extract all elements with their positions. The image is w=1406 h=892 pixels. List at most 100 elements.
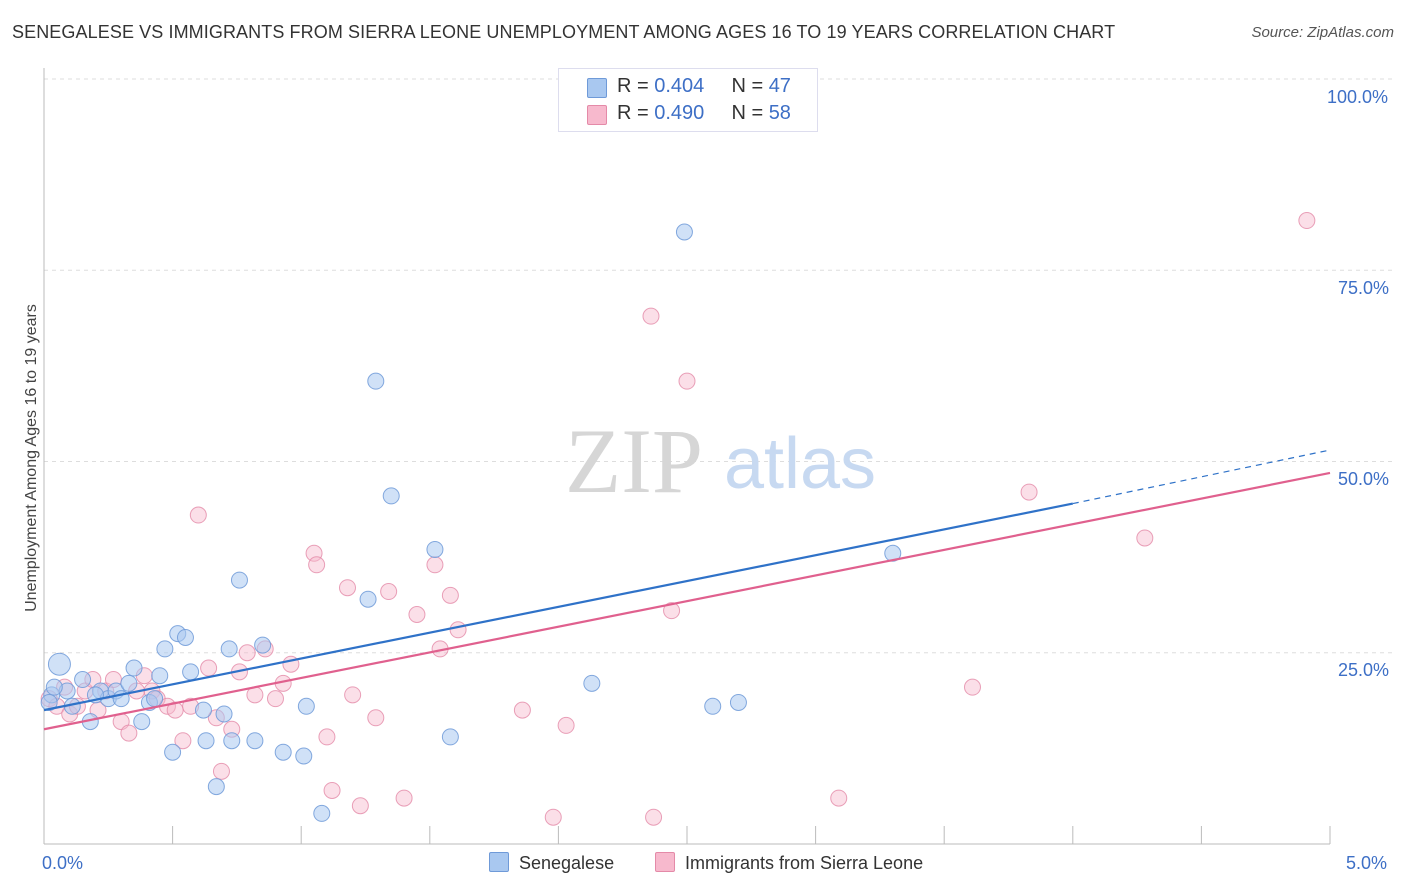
senegalese-point-35	[426, 540, 444, 558]
senegalese-point-28	[274, 743, 292, 761]
senegalese-point-38	[675, 223, 693, 241]
senegalese-trend-extension	[1072, 449, 1331, 505]
bottom-sierra-leone-label: Immigrants from Sierra Leone	[685, 853, 924, 873]
bottom-legend-senegalese: Senegalese	[489, 852, 614, 874]
senegalese-point-26	[246, 732, 264, 750]
senegalese-point-32	[359, 590, 377, 608]
sierra-leone-point-49	[557, 716, 575, 734]
senegalese-point-36	[441, 728, 459, 746]
legend-r-label-1: R =	[617, 75, 655, 97]
senegalese-point-4	[74, 671, 92, 689]
senegalese-point-29	[295, 747, 313, 765]
y-tick-label-75: 75.0%	[1338, 278, 1390, 298]
sierra-leone-point-47	[513, 701, 531, 719]
senegalese-point-13	[151, 667, 169, 685]
sierra-leone-point-54	[830, 789, 848, 807]
senegalese-point-17	[176, 628, 194, 646]
senegalese-point-20	[197, 732, 215, 750]
sierra-leone-point-37	[344, 686, 362, 704]
senegalese-point-22	[215, 705, 233, 723]
senegalese-point-25	[230, 571, 248, 589]
sierra-leone-point-11	[120, 724, 138, 742]
sierra-leone-point-20	[189, 506, 207, 524]
senegalese-trend-line	[43, 502, 1074, 712]
senegalese-points	[40, 223, 902, 822]
senegalese-point-42	[40, 693, 58, 711]
bottom-sierra-leone-swatch	[655, 852, 675, 872]
senegalese-point-24	[223, 732, 241, 750]
bottom-senegalese-swatch	[489, 852, 509, 872]
chart-title: SENEGALESE VS IMMIGRANTS FROM SIERRA LEO…	[12, 22, 1116, 42]
sierra-leone-point-34	[318, 728, 336, 746]
sierra-leone-point-45	[441, 586, 459, 604]
senegalese-swatch	[587, 78, 607, 98]
y-axis-label: Unemployment Among Ages 16 to 19 years	[23, 304, 40, 612]
senegalese-point-37	[583, 674, 601, 692]
senegalese-point-11	[133, 713, 151, 731]
legend-n-label-2: N =	[731, 102, 769, 124]
sierra-leone-point-43	[426, 556, 444, 574]
legend-n-value-1: 47	[768, 75, 791, 97]
sierra-leone-point-39	[367, 709, 385, 727]
x-tick-label-0: 0.0%	[42, 853, 84, 873]
sierra-leone-point-38	[351, 797, 369, 815]
senegalese-point-10	[125, 659, 143, 677]
senegalese-point-34	[382, 487, 400, 505]
sierra-leone-trend-line	[43, 471, 1331, 731]
legend-r-value-2: 0.490	[654, 102, 705, 124]
sierra-leone-point-42	[408, 606, 426, 623]
sierra-leone-point-50	[642, 307, 660, 325]
bottom-senegalese-label: Senegalese	[519, 853, 615, 873]
sierra-leone-point-40	[380, 583, 398, 601]
sierra-leone-point-53	[678, 372, 696, 390]
bottom-legend-sierra-leone: Immigrants from Sierra Leone	[655, 852, 923, 874]
sierra-leone-point-36	[338, 579, 356, 597]
trend-lines	[43, 449, 1331, 731]
senegalese-point-39	[704, 697, 722, 715]
sierra-leone-point-23	[212, 762, 230, 780]
sierra-leone-point-21	[200, 659, 218, 677]
source-credit: Source: ZipAtlas.com	[1251, 24, 1394, 41]
grid-lines	[44, 78, 1392, 654]
senegalese-point-15	[164, 743, 182, 761]
senegalese-point-21	[207, 778, 225, 796]
axes	[43, 68, 1331, 845]
sierra-leone-point-57	[1136, 529, 1154, 547]
sierra-leone-point-18	[174, 732, 192, 750]
correlation-legend: R = 0.404 N = 47 R = 0.490 N = 58	[558, 68, 818, 132]
sierra-leone-point-56	[1020, 483, 1038, 501]
senegalese-point-27	[254, 636, 272, 654]
senegalese-point-30	[297, 697, 315, 715]
senegalese-point-41	[884, 544, 902, 562]
senegalese-point-19	[194, 701, 212, 719]
sierra-leone-point-35	[323, 781, 341, 799]
sierra-leone-swatch	[587, 105, 607, 125]
legend-n-label-1: N =	[731, 75, 769, 97]
x-tick-label-1: 5.0%	[1346, 853, 1388, 873]
legend-n-value-2: 58	[768, 102, 791, 124]
senegalese-point-33	[367, 372, 385, 390]
watermark-zip: ZIP	[565, 410, 703, 512]
y-tick-label-50: 50.0%	[1338, 469, 1390, 489]
sierra-leone-point-41	[395, 789, 413, 807]
senegalese-point-23	[220, 640, 238, 658]
senegalese-point-40	[729, 693, 747, 711]
sierra-leone-point-52	[663, 602, 681, 620]
sierra-leone-point-51	[645, 808, 663, 826]
legend-r-value-1: 0.404	[654, 75, 705, 97]
senegalese-point-14	[156, 640, 174, 658]
sierra-leone-point-46	[449, 621, 467, 639]
senegalese-point-31	[313, 804, 331, 822]
senegalese-point-1	[47, 652, 71, 676]
sierra-leone-point-48	[544, 808, 562, 826]
senegalese-point-18	[182, 663, 200, 681]
watermark-atlas: atlas	[724, 424, 876, 504]
y-tick-label-100: 100.0%	[1327, 87, 1389, 107]
sierra-leone-point-55	[963, 678, 981, 696]
senegalese-point-46	[146, 690, 164, 708]
sierra-leone-point-26	[238, 644, 256, 662]
sierra-leone-point-29	[266, 690, 284, 708]
sierra-leone-point-33	[308, 556, 326, 574]
y-tick-label-25: 25.0%	[1338, 660, 1390, 680]
legend-r-label-2: R =	[617, 102, 655, 124]
